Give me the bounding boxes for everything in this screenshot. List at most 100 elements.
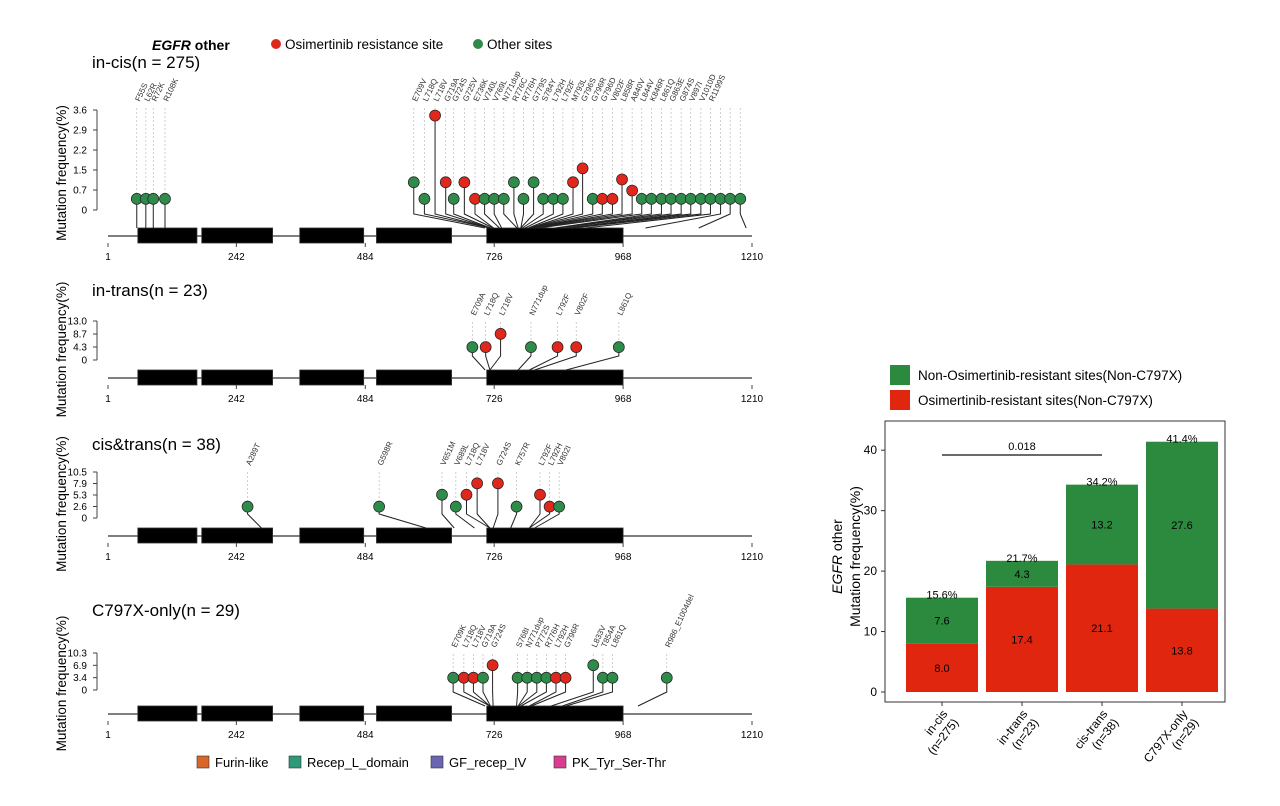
legend-resist-dot — [271, 39, 281, 49]
y-tick-label: 2.9 — [73, 126, 87, 137]
plot-frame — [884, 420, 1226, 703]
domain-box — [299, 705, 365, 722]
lollipop-head — [429, 109, 441, 122]
lollipop-stem — [528, 494, 541, 529]
domain-legend-swatch — [553, 755, 567, 769]
bar-total-label: 21.7% — [1006, 553, 1037, 565]
y-tick-label: 4.3 — [73, 343, 87, 354]
lollipop-head — [553, 500, 566, 513]
mutation-label: L861Q — [615, 291, 633, 317]
bar-value-resist: 8.0 — [934, 663, 949, 675]
lollipop-head — [407, 176, 420, 189]
bar-value-non-resist: 27.6 — [1171, 520, 1192, 532]
significance-label: 0.018 — [1008, 441, 1036, 453]
y-axis-label: Mutation frequency(%) — [54, 616, 69, 752]
bar-resist — [1146, 608, 1218, 692]
bar-non-resist — [1146, 441, 1218, 609]
x-tick-label: 1210 — [741, 552, 764, 563]
y-tick-label: 10.3 — [68, 649, 88, 660]
x-tick-label: 242 — [228, 252, 245, 263]
lollipop-stem — [378, 506, 427, 529]
y-label-suffix: other — [829, 519, 845, 555]
domain-legend-label: GF_recep_IV — [449, 755, 527, 770]
lollipop-stem — [513, 182, 519, 229]
lollipop-head — [147, 193, 160, 205]
x-tick-label: 726 — [486, 252, 503, 263]
lollipop-stem — [489, 333, 502, 371]
x-tick-label: 242 — [228, 394, 245, 405]
y-tick-label: 0 — [81, 206, 87, 217]
lollipop-stem — [534, 190, 633, 229]
top-legend: EGFR other Osimertinib resistance site O… — [152, 37, 553, 53]
lollipop-head — [557, 193, 569, 205]
legend-label-resist: Osimertinib-resistant sites(Non-C797X) — [918, 393, 1153, 408]
legend-label-non-resist: Non-Osimertinib-resistant sites(Non-C797… — [918, 368, 1182, 383]
lollipop-stem — [476, 483, 491, 529]
panel-title: cis&trans(n = 38) — [92, 435, 221, 454]
y-axis-label: Mutation frequency(%) — [54, 105, 69, 241]
lollipop-stem — [529, 168, 584, 229]
bar-total-label: 15.6% — [926, 590, 957, 602]
domain-box — [299, 527, 365, 544]
lollipop-head — [665, 193, 677, 205]
lollipop-head — [606, 671, 619, 684]
lollipop-head — [551, 341, 564, 353]
lollipop-head — [570, 341, 583, 353]
lollipop-panels: in-cis(n = 275) Mutation frequency(%) 3.6 2… — [54, 53, 764, 751]
lollipop-head — [471, 477, 483, 490]
x-tick-label: 1 — [105, 394, 111, 405]
panel-title: in-trans(n = 23) — [92, 281, 208, 300]
x-tick-label: 726 — [486, 394, 503, 405]
y-tick-label: 7.9 — [73, 479, 87, 490]
x-tick-label: 484 — [357, 252, 374, 263]
y-tick-label: 0.7 — [73, 186, 87, 197]
y-axis-label: Mutation frequency(%) — [54, 282, 69, 418]
lollipop-head — [576, 162, 589, 175]
lollipop-head — [497, 193, 510, 205]
lollipop-head — [418, 193, 431, 205]
lollipop-head — [477, 671, 489, 684]
lollipop-head — [587, 659, 600, 672]
mutation-label: A289T — [244, 442, 262, 467]
lollipop-head — [734, 193, 747, 205]
bar-non-resist — [906, 597, 978, 644]
lollipop-head — [704, 193, 717, 205]
lollipop-head — [460, 488, 473, 501]
lollipop-head — [616, 173, 628, 186]
domain-box — [201, 705, 273, 722]
domain-box — [299, 227, 365, 244]
lollipop-head — [537, 193, 550, 205]
lollipop-stem — [463, 182, 494, 229]
x-tick-label: 484 — [357, 394, 374, 405]
lollipop-head — [527, 176, 540, 189]
mutation-label: N771dup — [528, 283, 550, 317]
lollipop-panel-2: in-trans(n = 23) Mutation frequency(%)13.… — [54, 281, 764, 417]
x-category-label: in-cis(n=275) — [914, 707, 962, 757]
y-tick-label: 30 — [864, 504, 878, 518]
domain-legend-label: PK_Tyr_Ser-Thr — [572, 755, 667, 770]
mutation-label: G598R — [376, 440, 395, 467]
lollipop-head — [510, 500, 523, 513]
lollipop-stem — [441, 494, 455, 529]
lollipop-stem — [529, 182, 574, 229]
domain-legend: Furin-like Recep_L_domain GF_recep_IV PK_Ty… — [196, 755, 667, 770]
y-tick-label: 3.6 — [73, 106, 87, 117]
lollipop-head — [492, 477, 504, 490]
bar-resist — [906, 643, 978, 692]
bar-total-label: 34.2% — [1086, 477, 1117, 489]
bar-value-non-resist: 4.3 — [1014, 569, 1029, 581]
lollipop-head — [612, 341, 625, 353]
lollipop-head — [508, 176, 520, 189]
domain-legend-label: Recep_L_domain — [307, 755, 409, 770]
x-category-label: in-trans(n=23) — [995, 707, 1042, 756]
lollipop-panel-4: C797X-only(n = 29)Mutation frequency(%)1… — [54, 593, 764, 752]
legend-resist-label: Osimertinib resistance site — [285, 37, 443, 52]
bar-non-resist — [1066, 484, 1138, 565]
lollipop-head — [159, 193, 171, 205]
svg-text:EGFR other: EGFR other — [152, 37, 230, 53]
domain-box — [299, 369, 365, 386]
y-tick-label: 3.4 — [73, 673, 87, 684]
domain-box — [201, 369, 273, 386]
domain-box — [137, 369, 198, 386]
domain-box — [376, 705, 452, 722]
